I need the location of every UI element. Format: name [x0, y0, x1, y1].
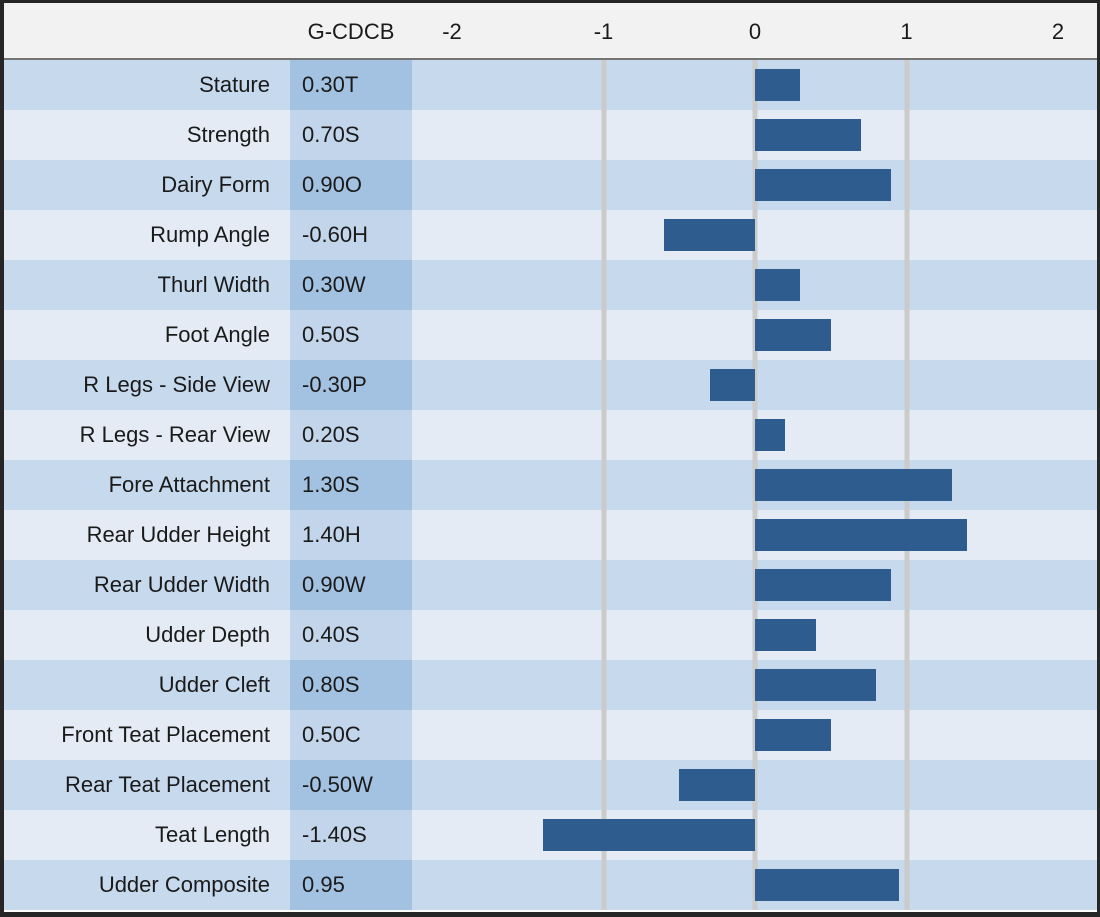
trait-label: Stature [199, 72, 270, 97]
trait-label: R Legs - Side View [83, 372, 270, 397]
trait-value: 0.50S [290, 310, 412, 360]
chart-body: Stature 0.30T Strength 0.70S Dairy Form … [4, 60, 1097, 910]
trait-label: Foot Angle [164, 322, 270, 347]
trait-bar [679, 769, 755, 801]
trait-bar [755, 519, 968, 551]
trait-bar-cell [412, 310, 1097, 360]
trait-bar [755, 119, 862, 151]
trait-bar [755, 669, 877, 701]
trait-row: R Legs - Rear View 0.20S [4, 410, 1097, 460]
trait-value: -0.60H [290, 210, 412, 260]
trait-value: -1.40S [290, 810, 412, 860]
trait-value: 0.95 [290, 860, 412, 910]
trait-bar [755, 419, 786, 451]
trait-row: Foot Angle 0.50S [4, 310, 1097, 360]
trait-value: 0.40S [290, 610, 412, 660]
trait-bar [755, 719, 831, 751]
trait-value: 0.30W [290, 260, 412, 310]
trait-label: Dairy Form [161, 172, 270, 197]
trait-bar [755, 619, 816, 651]
trait-bar-cell [412, 660, 1097, 710]
trait-label: Rear Udder Width [93, 572, 270, 597]
trait-bar-cell [412, 710, 1097, 760]
trait-bar-cell [412, 260, 1097, 310]
trait-label: R Legs - Rear View [79, 422, 270, 447]
axis-tick-label: 2 [1051, 18, 1065, 44]
trait-bar-cell [412, 60, 1097, 110]
axis-tick-row: -2 -1 0 1 2 [412, 3, 1093, 60]
axis-tick-label: -2 [442, 18, 462, 44]
trait-value: -0.50W [290, 760, 412, 810]
trait-row: Rear Teat Placement -0.50W [4, 760, 1097, 810]
trait-row: Dairy Form 0.90O [4, 160, 1097, 210]
trait-row: Thurl Width 0.30W [4, 260, 1097, 310]
trait-row: Teat Length -1.40S [4, 810, 1097, 860]
trait-bar-cell [412, 460, 1097, 510]
trait-value: 0.90O [290, 160, 412, 210]
trait-row: Udder Cleft 0.80S [4, 660, 1097, 710]
trait-bar [755, 569, 892, 601]
trait-label: Fore Attachment [108, 472, 270, 497]
trait-label: Udder Composite [98, 872, 270, 897]
trait-bar [755, 469, 952, 501]
trait-bar-cell [412, 510, 1097, 560]
trait-bar [755, 869, 899, 901]
trait-bar-cell [412, 860, 1097, 910]
trait-row: Stature 0.30T [4, 60, 1097, 110]
trait-value: 0.70S [290, 110, 412, 160]
trait-row: Udder Composite 0.95 [4, 860, 1097, 910]
trait-bar-cell [412, 360, 1097, 410]
trait-value: 0.20S [290, 410, 412, 460]
trait-label: Thurl Width [157, 272, 270, 297]
trait-bar-cell [412, 760, 1097, 810]
chart-header: G-CDCB -2 -1 0 1 2 [4, 3, 1097, 60]
trait-label: Teat Length [155, 822, 270, 847]
trait-label: Rear Udder Height [86, 522, 270, 547]
trait-bar [664, 219, 755, 251]
trait-bar-cell [412, 160, 1097, 210]
trait-bar-cell [412, 610, 1097, 660]
trait-bar [755, 319, 831, 351]
trait-label: Strength [186, 122, 270, 147]
header-corner [4, 3, 290, 60]
axis-tick-label: -1 [593, 18, 614, 44]
axis-tick-label: 0 [748, 18, 762, 44]
trait-label: Front Teat Placement [61, 722, 270, 747]
trait-value: 1.40H [290, 510, 412, 560]
trait-bar-cell [412, 560, 1097, 610]
trait-row: Front Teat Placement 0.50C [4, 710, 1097, 760]
trait-value: -0.30P [290, 360, 412, 410]
trait-label: Rump Angle [150, 222, 270, 247]
trait-rows: Stature 0.30T Strength 0.70S Dairy Form … [4, 60, 1097, 910]
trait-bar [755, 69, 801, 101]
trait-bar-cell [412, 110, 1097, 160]
trait-bar [709, 369, 755, 401]
trait-row: Rear Udder Width 0.90W [4, 560, 1097, 610]
trait-bar-cell [412, 210, 1097, 260]
trait-bar [542, 819, 755, 851]
value-column-header: G-CDCB [307, 18, 395, 44]
trait-row: Strength 0.70S [4, 110, 1097, 160]
trait-bar-cell [412, 410, 1097, 460]
axis-gridline [601, 60, 606, 910]
trait-value: 0.90W [290, 560, 412, 610]
trait-label: Rear Teat Placement [64, 772, 270, 797]
trait-value: 0.50C [290, 710, 412, 760]
trait-row: Fore Attachment 1.30S [4, 460, 1097, 510]
trait-bar [755, 269, 801, 301]
trait-value: 0.80S [290, 660, 412, 710]
trait-row: Rump Angle -0.60H [4, 210, 1097, 260]
trait-value: 0.30T [290, 60, 412, 110]
trait-bar-cell [412, 810, 1097, 860]
trait-bar [755, 169, 892, 201]
axis-tick-label: 1 [900, 18, 913, 44]
trait-row: R Legs - Side View -0.30P [4, 360, 1097, 410]
trait-label: Udder Depth [145, 622, 270, 647]
trait-row: Udder Depth 0.40S [4, 610, 1097, 660]
trait-row: Rear Udder Height 1.40H [4, 510, 1097, 560]
trait-value: 1.30S [290, 460, 412, 510]
trait-label: Udder Cleft [158, 672, 270, 697]
